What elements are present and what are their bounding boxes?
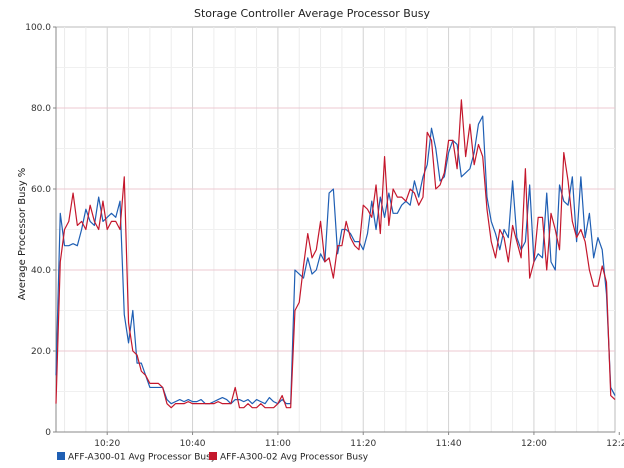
y-tick-label: 20.0	[31, 347, 51, 357]
legend-label-2: AFF-A300-02 Avg Processor Busy	[220, 453, 369, 463]
y-tick-label: 0	[45, 428, 51, 438]
legend-swatch-1	[57, 452, 65, 460]
plot-area: 0 20.0 40.0 60.0 80.0 100.0 10:20 10:40 11:00 11:…	[25, 23, 624, 449]
y-tick-label: 60.0	[31, 185, 51, 195]
y-axis-label: Average Processor Busy %	[17, 168, 28, 301]
y-tick-label: 40.0	[31, 266, 51, 276]
chart-title: Storage Controller Average Processor Bus…	[194, 7, 431, 20]
legend: AFF-A300-01 Avg Processor Busy AFF-A300-0…	[57, 452, 369, 463]
x-tick-label: 12:20	[606, 439, 624, 449]
legend-label-1: AFF-A300-01 Avg Processor Busy	[68, 453, 217, 463]
y-tick-label: 80.0	[31, 104, 51, 114]
legend-swatch-2	[209, 452, 217, 460]
x-tick-label: 12:00	[521, 439, 547, 449]
x-tick-label: 11:20	[350, 439, 376, 449]
x-tick-label: 10:40	[180, 439, 206, 449]
x-tick-label: 11:40	[436, 439, 462, 449]
x-tick-label: 11:00	[265, 439, 291, 449]
y-tick-label: 100.0	[25, 23, 51, 33]
series-line-2	[55, 99, 616, 409]
x-tick-label: 10:20	[94, 439, 120, 449]
